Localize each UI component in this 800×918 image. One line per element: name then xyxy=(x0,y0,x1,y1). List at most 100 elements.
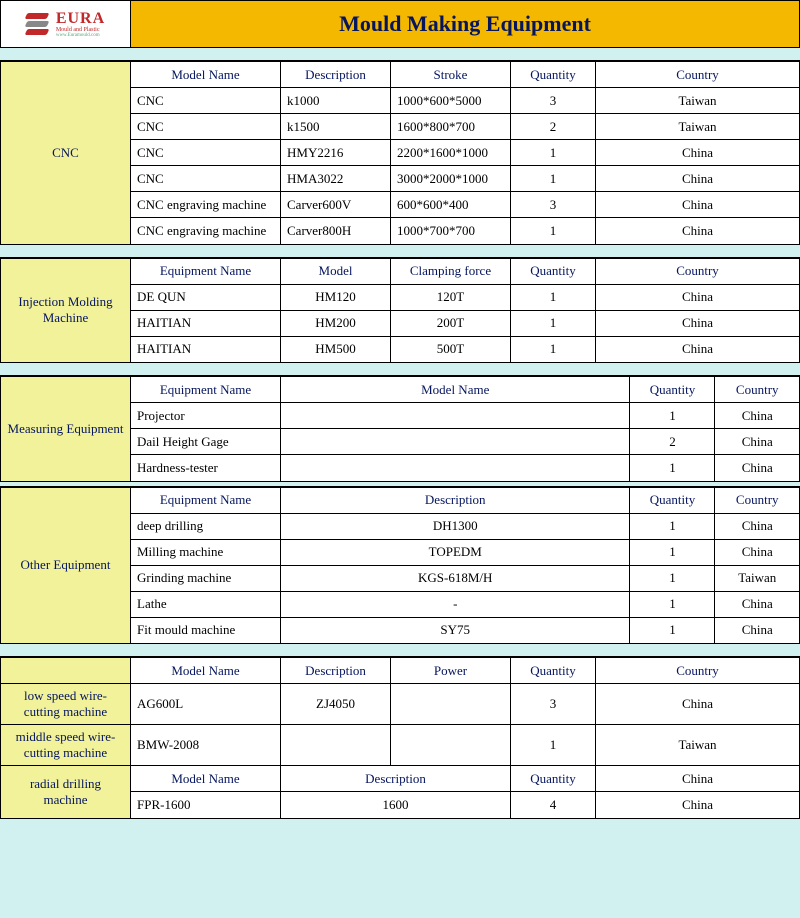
col-header: Model Name xyxy=(281,377,630,403)
section-measuring: Measuring Equipment Equipment Name Model… xyxy=(0,375,800,482)
logo: EURA Mould and Plastic www.Euramould.com xyxy=(26,11,105,38)
table-wire-radial: Model Name Description Power Quantity Co… xyxy=(0,657,800,818)
cell: China xyxy=(715,455,800,481)
cell: 1 xyxy=(511,140,596,166)
logo-subtitle: Mould and Plastic xyxy=(56,27,105,33)
cell: HMY2216 xyxy=(281,140,391,166)
cell: 2 xyxy=(630,429,715,455)
logo-text: EURA Mould and Plastic www.Euramould.com xyxy=(56,11,105,38)
table-header-row: Measuring Equipment Equipment Name Model… xyxy=(1,377,800,403)
cell: CNC xyxy=(131,114,281,140)
cell xyxy=(281,455,630,481)
cell: 120T xyxy=(391,284,511,310)
section-wire-radial: Model Name Description Power Quantity Co… xyxy=(0,656,800,819)
cell: 3 xyxy=(511,88,596,114)
cell: 1 xyxy=(511,725,596,766)
cell: China xyxy=(596,192,800,218)
category-cell: Injection Molding Machine xyxy=(1,258,131,362)
cell: SY75 xyxy=(281,617,630,643)
section-other: Other Equipment Equipment Name Descripti… xyxy=(0,486,800,645)
cell: 200T xyxy=(391,310,511,336)
cell: CNC engraving machine xyxy=(131,192,281,218)
col-header: Equipment Name xyxy=(131,377,281,403)
col-header: Country xyxy=(596,62,800,88)
cell: China xyxy=(715,539,800,565)
cell: CNC engraving machine xyxy=(131,218,281,244)
col-header: Description xyxy=(281,487,630,513)
cell: HM500 xyxy=(281,336,391,362)
cell: Taiwan xyxy=(715,565,800,591)
cell: China xyxy=(596,284,800,310)
cell: China xyxy=(715,617,800,643)
cell: 3 xyxy=(511,684,596,725)
cell: 1 xyxy=(511,336,596,362)
cell: 1 xyxy=(511,310,596,336)
col-header: Country xyxy=(715,487,800,513)
cell: Lathe xyxy=(131,591,281,617)
col-header: Model Name xyxy=(131,766,281,792)
cell: China xyxy=(596,766,800,792)
cell: 1 xyxy=(630,565,715,591)
col-header: Country xyxy=(715,377,800,403)
cell: 4 xyxy=(511,792,596,818)
col-header: Description xyxy=(281,658,391,684)
col-header: Equipment Name xyxy=(131,487,281,513)
cell: 1 xyxy=(630,455,715,481)
table-cnc: CNC Model Name Description Stroke Quanti… xyxy=(0,61,800,244)
cell: 2 xyxy=(511,114,596,140)
col-header: Quantity xyxy=(511,658,596,684)
cell: 1 xyxy=(630,403,715,429)
cell: China xyxy=(715,591,800,617)
cell: - xyxy=(281,591,630,617)
category-cell: CNC xyxy=(1,62,131,244)
cell: 500T xyxy=(391,336,511,362)
col-header: Country xyxy=(596,258,800,284)
cell: Carver800H xyxy=(281,218,391,244)
cell: FPR-1600 xyxy=(131,792,281,818)
cell: Taiwan xyxy=(596,725,800,766)
cell: Hardness-tester xyxy=(131,455,281,481)
col-header: Quantity xyxy=(511,62,596,88)
cell: 1600 xyxy=(281,792,511,818)
cell: CNC xyxy=(131,166,281,192)
col-header: Equipment Name xyxy=(131,258,281,284)
table-measuring: Measuring Equipment Equipment Name Model… xyxy=(0,376,800,481)
col-header: Country xyxy=(596,658,800,684)
col-header: Quantity xyxy=(511,766,596,792)
category-cell: radial drilling machine xyxy=(1,766,131,818)
cell: 1000*700*700 xyxy=(391,218,511,244)
cell: China xyxy=(715,513,800,539)
cell: Fit mould machine xyxy=(131,617,281,643)
table-injection: Injection Molding Machine Equipment Name… xyxy=(0,258,800,363)
col-header: Quantity xyxy=(630,377,715,403)
cell: HAITIAN xyxy=(131,336,281,362)
cell: BMW-2008 xyxy=(131,725,281,766)
cell: k1500 xyxy=(281,114,391,140)
category-spacer xyxy=(1,658,131,684)
title-bar: EURA Mould and Plastic www.Euramould.com… xyxy=(0,0,800,48)
cell: Carver600V xyxy=(281,192,391,218)
table-header-row: Injection Molding Machine Equipment Name… xyxy=(1,258,800,284)
cell: 600*600*400 xyxy=(391,192,511,218)
cell: HM120 xyxy=(281,284,391,310)
col-header: Model Name xyxy=(131,62,281,88)
col-header: Quantity xyxy=(511,258,596,284)
cell: 1 xyxy=(630,513,715,539)
cell: China xyxy=(715,403,800,429)
cell: Grinding machine xyxy=(131,565,281,591)
cell: Taiwan xyxy=(596,88,800,114)
cell: 1000*600*5000 xyxy=(391,88,511,114)
cell: 1 xyxy=(511,218,596,244)
table-header-row: radial drilling machine Model Name Descr… xyxy=(1,766,800,792)
cell: 1 xyxy=(630,617,715,643)
section-cnc: CNC Model Name Description Stroke Quanti… xyxy=(0,60,800,245)
table-header-row: CNC Model Name Description Stroke Quanti… xyxy=(1,62,800,88)
cell: 3 xyxy=(511,192,596,218)
cell xyxy=(391,725,511,766)
category-cell: Measuring Equipment xyxy=(1,377,131,481)
cell xyxy=(281,725,391,766)
cell: deep drilling xyxy=(131,513,281,539)
cell: China xyxy=(596,140,800,166)
cell: China xyxy=(596,218,800,244)
cell xyxy=(391,684,511,725)
